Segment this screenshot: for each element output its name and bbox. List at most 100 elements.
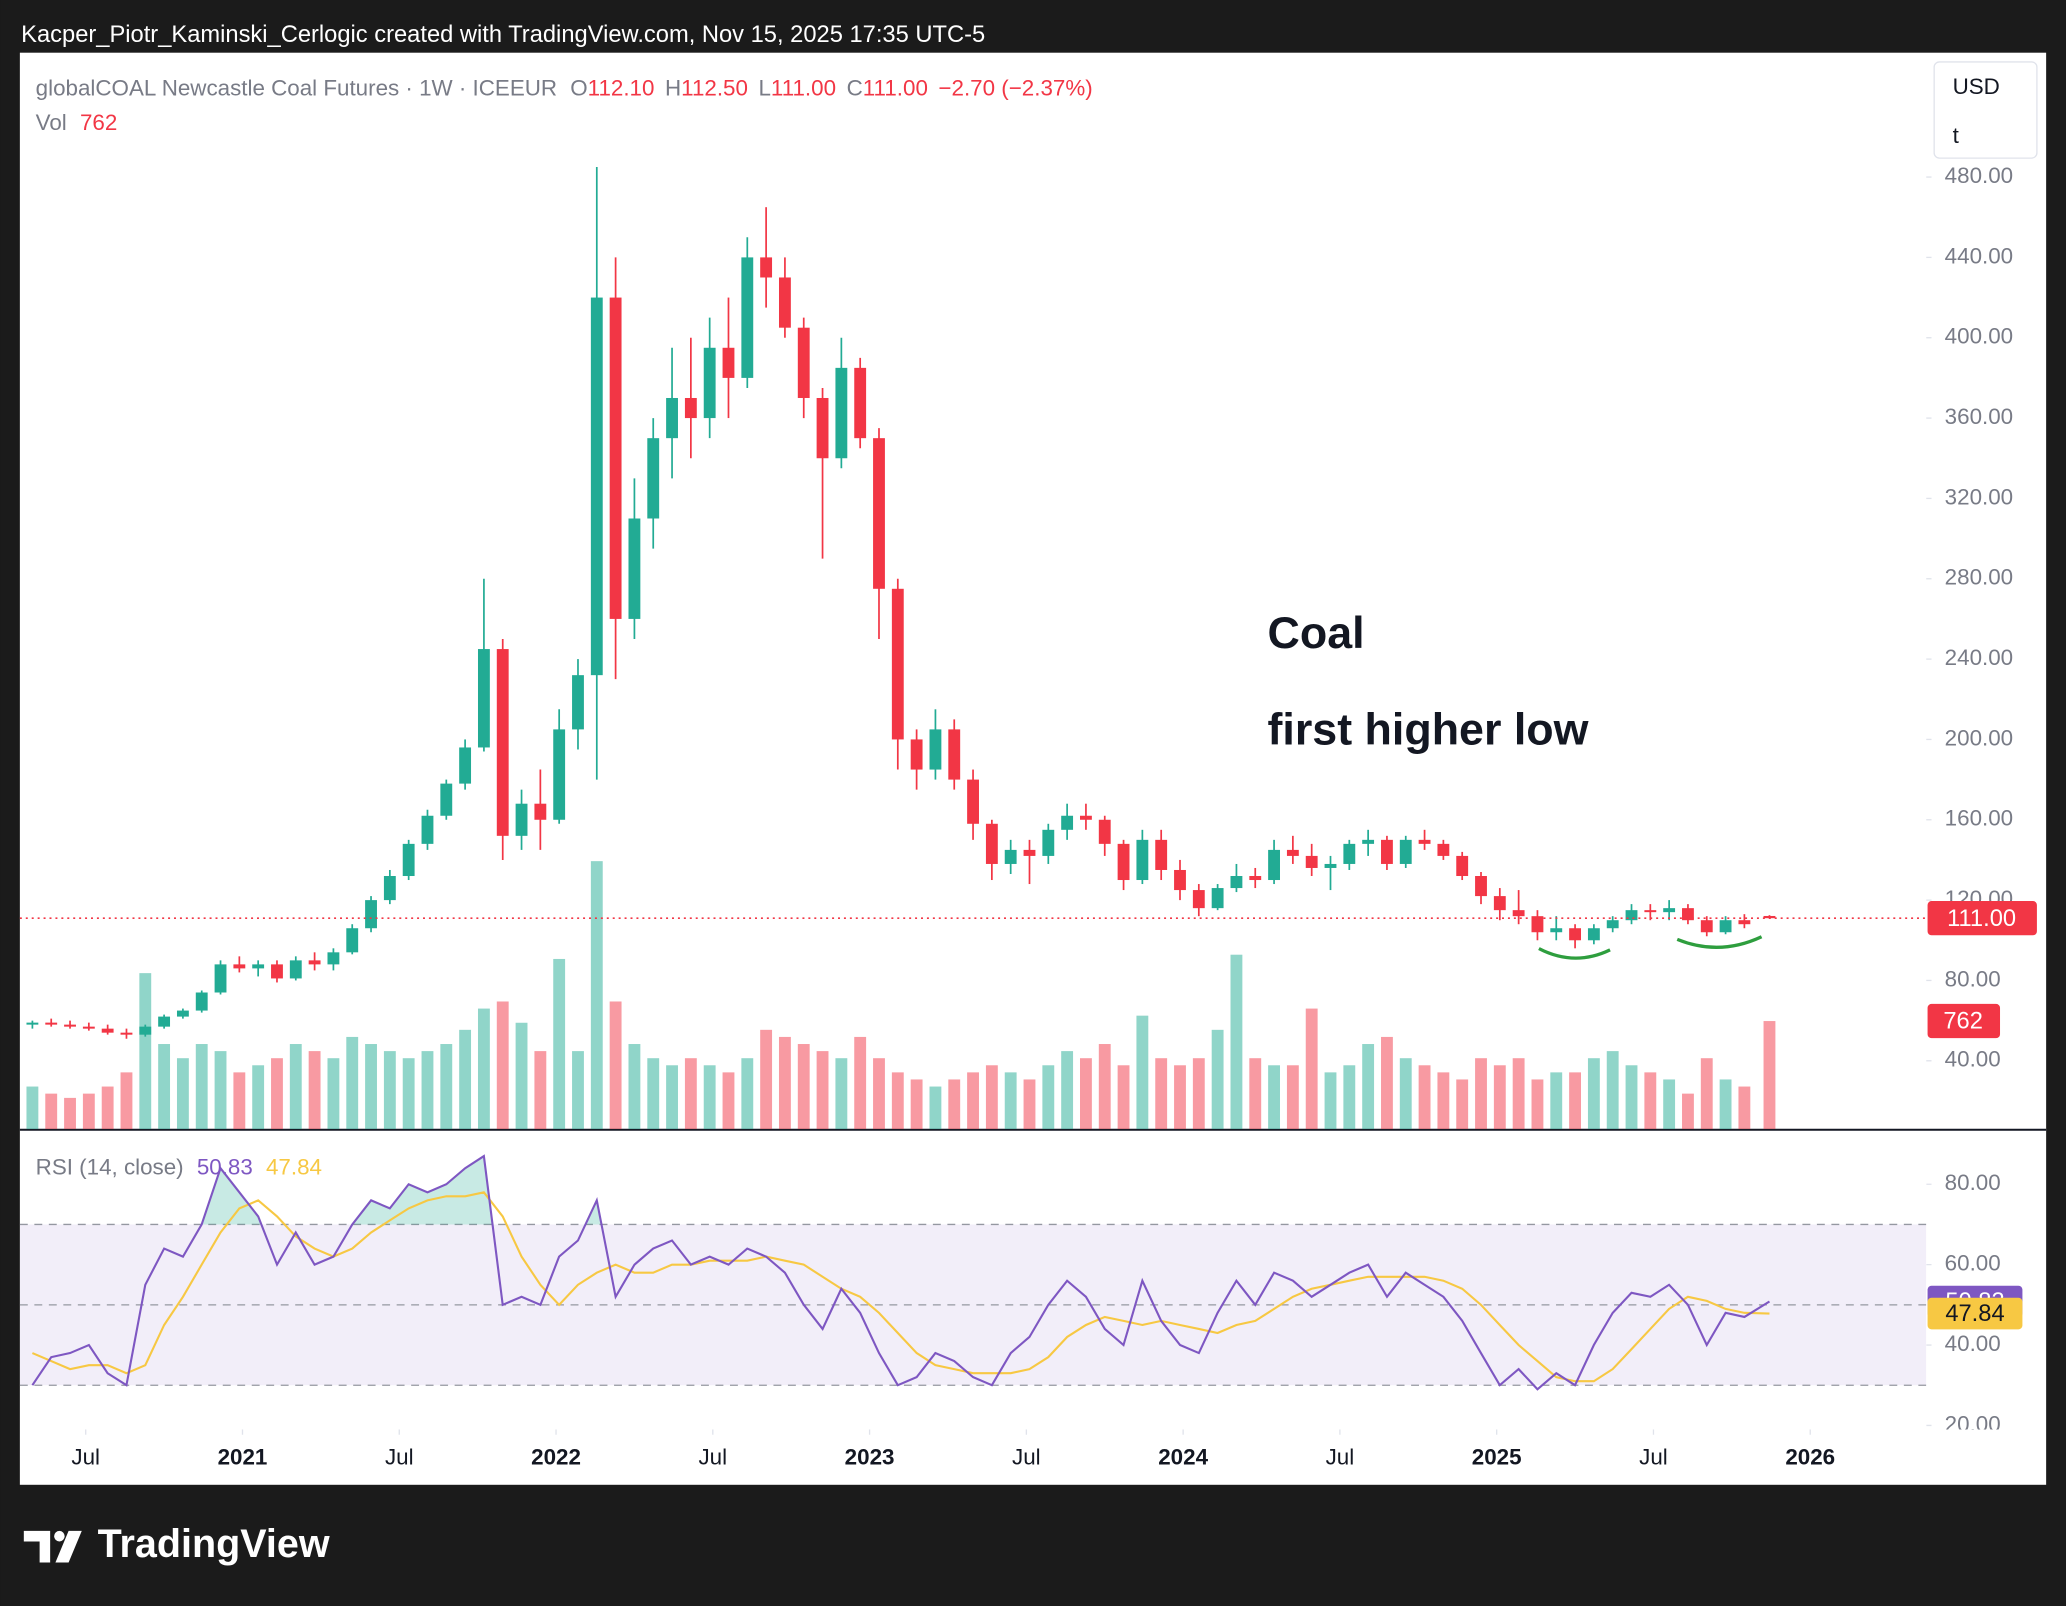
candle-body <box>1117 843 1130 881</box>
candle-body <box>1268 849 1280 881</box>
volume-bar <box>158 1044 171 1130</box>
volume-tag-label: 762 <box>1943 1009 1983 1035</box>
x-tick-label: 2025 <box>1472 1444 1522 1469</box>
volume-bar <box>1587 1058 1600 1130</box>
x-tick-label: Jul <box>1326 1444 1355 1469</box>
volume-bar <box>854 1036 867 1130</box>
candle-body <box>873 438 885 589</box>
candle-body <box>1719 920 1732 933</box>
candle-body <box>1305 855 1318 868</box>
volume-bar <box>553 958 566 1130</box>
volume-bar <box>1475 1058 1487 1130</box>
volume-bar <box>82 1093 95 1130</box>
candle-body <box>1418 839 1431 844</box>
volume-bar <box>327 1058 340 1130</box>
candle-body <box>101 1028 114 1033</box>
volume-bar <box>1117 1065 1130 1130</box>
volume-bar <box>1324 1072 1337 1130</box>
y-tick-label: 80.00 <box>1945 966 2001 991</box>
candle-body <box>496 649 509 836</box>
candle-body <box>421 815 434 844</box>
candle-body <box>1080 815 1092 820</box>
volume-value: 762 <box>80 110 117 135</box>
candle-body <box>572 675 584 730</box>
candle-body <box>1249 876 1262 881</box>
x-tick-label: 2021 <box>218 1444 268 1469</box>
candle-body <box>553 729 566 820</box>
unit-label: t <box>1953 123 1960 148</box>
candle-body <box>1362 839 1375 844</box>
unit-box[interactable] <box>1933 61 2038 159</box>
last-price-tag <box>1927 901 2037 936</box>
candle-body <box>459 747 472 784</box>
price-pane <box>26 167 1776 1130</box>
volume-bar <box>1418 1065 1431 1130</box>
candle-body <box>195 992 208 1011</box>
volume-bar <box>101 1086 114 1130</box>
volume-bar <box>26 1086 39 1130</box>
volume-bar <box>1268 1065 1280 1130</box>
candle-body <box>929 729 942 770</box>
rsi-legend: RSI (14, close) 50.83 47.84 <box>36 1155 322 1180</box>
last-price-label: 111.00 <box>1947 906 2016 932</box>
legend-change: −2.70 (−2.37%) <box>938 76 1092 101</box>
candle-body <box>440 783 453 816</box>
volume-bar <box>1700 1058 1713 1130</box>
rsi-ma-line <box>31 1191 1770 1383</box>
x-tick-label: Jul <box>1012 1444 1041 1469</box>
candle-body <box>1324 863 1337 868</box>
volume-bar <box>1493 1065 1506 1130</box>
candle-body <box>1531 916 1544 933</box>
volume-bar <box>1663 1079 1676 1130</box>
x-tick-label: Jul <box>71 1444 100 1469</box>
chart-panel <box>19 52 2047 1485</box>
volume-bar <box>1437 1072 1450 1130</box>
volume-bar <box>1644 1072 1657 1130</box>
volume-bar <box>1136 1015 1149 1130</box>
volume-bar <box>64 1097 76 1130</box>
volume-bar <box>1155 1058 1168 1130</box>
legend: globalCOAL Newcastle Coal Futures · 1W ·… <box>36 76 1093 101</box>
x-tick-label: 2026 <box>1785 1444 1835 1469</box>
volume-bar <box>1061 1051 1074 1130</box>
y-tick-label: 320.00 <box>1945 484 2013 509</box>
rsi-tag-label: 47.84 <box>1945 1301 2004 1327</box>
currency-label: USD <box>1953 74 2000 99</box>
drawing-arc <box>1538 947 1611 960</box>
x-tick-label: 2022 <box>531 1444 581 1469</box>
candle-body <box>214 964 227 993</box>
legend-key: O <box>570 76 587 101</box>
volume-bar <box>421 1051 434 1130</box>
volume-bar <box>459 1029 472 1130</box>
volume-bar <box>1606 1051 1619 1130</box>
candle-body <box>1475 876 1487 897</box>
candle-body <box>1023 849 1036 856</box>
volume-bar <box>45 1093 58 1130</box>
candle-body <box>1644 910 1657 913</box>
y-tick-label: 200.00 <box>1945 725 2013 750</box>
volume-bar <box>1512 1058 1525 1130</box>
rsi-y-tick-label: 80.00 <box>1945 1170 2001 1195</box>
candle-body <box>515 803 528 836</box>
volume-bar <box>985 1065 998 1130</box>
candle-body <box>967 779 979 824</box>
volume-bar <box>967 1072 979 1130</box>
drawing-arc <box>1676 935 1763 949</box>
rsi-line <box>31 1154 1771 1391</box>
candle-body <box>760 257 773 278</box>
volume-bar <box>816 1051 829 1130</box>
candle-body <box>666 397 678 439</box>
volume-bar <box>383 1051 396 1130</box>
volume-bar <box>477 1008 490 1130</box>
rsi-tag <box>1927 1297 2023 1330</box>
volume-bar <box>365 1044 377 1130</box>
volume-bar <box>1719 1079 1732 1130</box>
candle-body <box>684 397 697 419</box>
annotation: Coal <box>1268 608 1365 658</box>
candle-body <box>402 843 415 877</box>
volume-bar <box>684 1058 697 1130</box>
rsi-y-tick-label: 40.00 <box>1945 1331 2001 1356</box>
candle-body <box>1587 928 1600 941</box>
candle-body <box>797 327 810 398</box>
